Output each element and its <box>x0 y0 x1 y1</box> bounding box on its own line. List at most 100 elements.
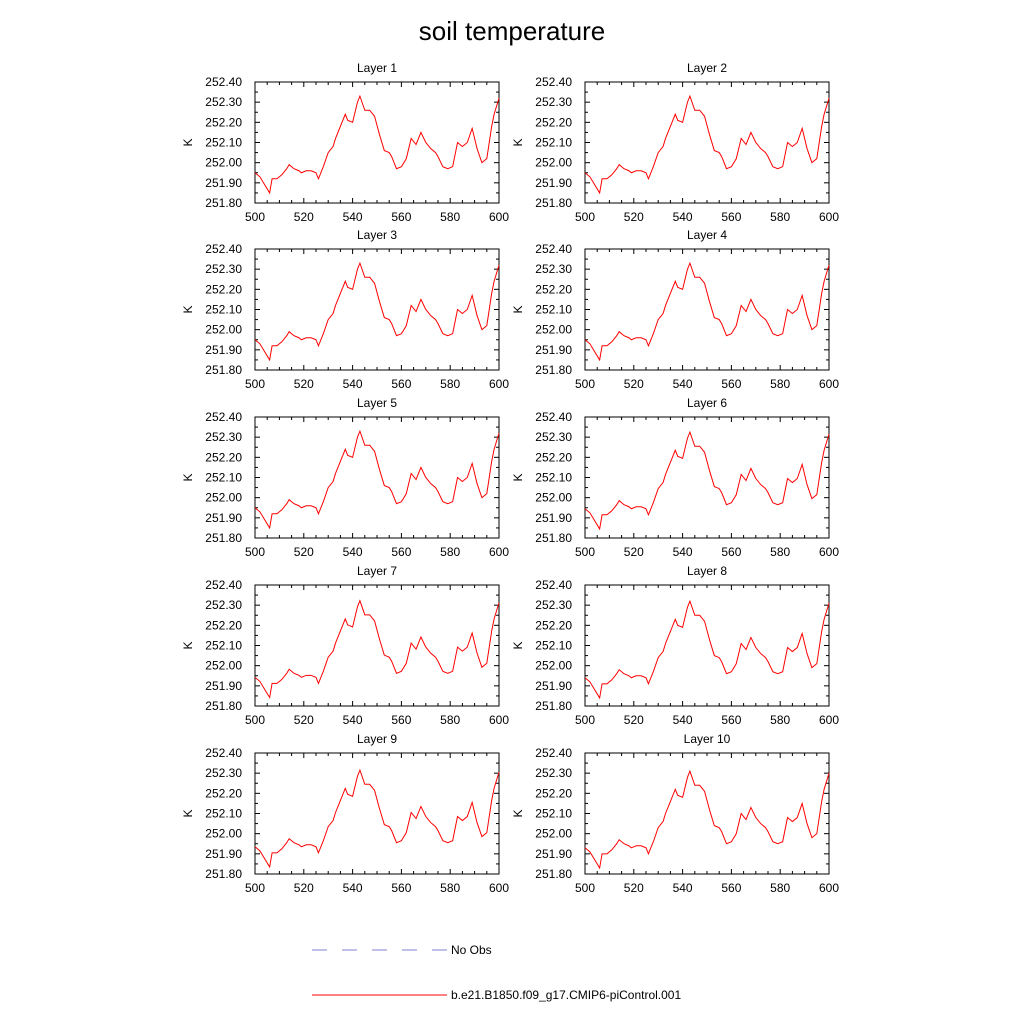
y-tick-label: 252.40 <box>205 410 242 424</box>
x-tick-label: 580 <box>440 881 460 895</box>
x-tick-label: 520 <box>294 881 314 895</box>
x-tick-label: 520 <box>294 377 314 391</box>
series-line-model <box>254 429 500 530</box>
x-tick-label: 540 <box>343 545 363 559</box>
y-axis-label: K <box>181 138 195 146</box>
panel-title: Layer 1 <box>357 61 397 75</box>
panel-4: Layer 4 K 500 520 540 560 580 600 251.80 251.90 25… <box>511 228 839 391</box>
x-tick-label: 520 <box>294 545 314 559</box>
panel-frame <box>584 416 830 539</box>
series-line-model <box>584 769 830 870</box>
y-axis-label: K <box>181 473 195 481</box>
series-line-model <box>254 94 500 195</box>
y-tick-label: 252.30 <box>535 95 572 109</box>
y-axis-label: K <box>511 809 525 817</box>
panel-3: Layer 3 K 500 520 540 560 580 600 251.80 251.90 25… <box>181 228 509 391</box>
x-tick-label: 600 <box>819 545 839 559</box>
panel-frame <box>254 416 500 539</box>
y-tick-label: 251.90 <box>535 343 572 357</box>
panel-grid: Layer 1 K 500 520 540 560 580 600 251.80 251.90 25… <box>181 61 839 895</box>
y-tick-label: 252.20 <box>205 115 242 129</box>
x-tick-label: 520 <box>624 881 644 895</box>
y-tick-label: 251.90 <box>535 679 572 693</box>
series-line-model <box>254 261 500 362</box>
panel-9: Layer 9 K 500 520 540 560 580 600 251.80 251.90 25… <box>181 732 509 895</box>
y-tick-label: 252.00 <box>205 323 242 337</box>
y-tick-label: 251.80 <box>535 363 572 377</box>
y-tick-label: 251.90 <box>205 511 242 525</box>
y-tick-label: 252.00 <box>205 827 242 841</box>
panel-title: Layer 3 <box>357 228 397 242</box>
y-tick-label: 251.80 <box>535 699 572 713</box>
x-tick-label: 580 <box>440 713 460 727</box>
panel-frame <box>254 81 500 204</box>
y-tick-label: 251.80 <box>535 196 572 210</box>
x-tick-label: 540 <box>673 881 693 895</box>
y-tick-label: 252.40 <box>205 578 242 592</box>
figure-title: soil temperature <box>419 16 605 46</box>
panel-frame <box>584 248 830 371</box>
y-tick-label: 252.40 <box>535 578 572 592</box>
x-tick-label: 600 <box>489 377 509 391</box>
y-tick-label: 251.90 <box>535 847 572 861</box>
y-tick-label: 252.00 <box>205 491 242 505</box>
x-tick-label: 520 <box>624 377 644 391</box>
x-tick-label: 580 <box>770 210 790 224</box>
y-tick-label: 252.30 <box>205 262 242 276</box>
y-tick-label: 252.00 <box>535 323 572 337</box>
y-tick-label: 252.20 <box>205 450 242 464</box>
x-tick-label: 600 <box>489 210 509 224</box>
y-tick-label: 252.30 <box>535 598 572 612</box>
x-tick-label: 580 <box>770 545 790 559</box>
y-tick-label: 252.30 <box>535 766 572 780</box>
y-tick-label: 252.20 <box>205 282 242 296</box>
x-tick-label: 560 <box>721 713 741 727</box>
x-tick-label: 500 <box>245 713 265 727</box>
series-line-model <box>584 94 830 195</box>
panel-title: Layer 10 <box>684 732 731 746</box>
x-tick-label: 580 <box>440 545 460 559</box>
panel-frame <box>584 81 830 204</box>
panel-1: Layer 1 K 500 520 540 560 580 600 251.80 251.90 25… <box>181 61 509 224</box>
x-tick-label: 540 <box>343 713 363 727</box>
panel-8: Layer 8 K 500 520 540 560 580 600 251.80 251.90 25… <box>511 564 839 727</box>
x-tick-label: 540 <box>673 545 693 559</box>
y-axis-label: K <box>181 305 195 313</box>
x-tick-label: 500 <box>575 545 595 559</box>
x-tick-label: 500 <box>245 881 265 895</box>
x-tick-label: 520 <box>624 713 644 727</box>
y-tick-label: 252.30 <box>205 430 242 444</box>
x-tick-label: 540 <box>673 713 693 727</box>
y-tick-label: 251.80 <box>205 196 242 210</box>
y-tick-label: 252.10 <box>535 471 572 485</box>
x-tick-label: 560 <box>391 377 411 391</box>
legend-label-model: b.e21.B1850.f09_g17.CMIP6-piControl.001 <box>451 988 681 1002</box>
x-tick-label: 580 <box>440 377 460 391</box>
y-tick-label: 251.90 <box>205 176 242 190</box>
y-tick-label: 252.00 <box>535 659 572 673</box>
x-tick-label: 600 <box>489 713 509 727</box>
series-line-model <box>584 261 830 362</box>
x-tick-label: 500 <box>245 210 265 224</box>
y-tick-label: 251.90 <box>205 847 242 861</box>
y-axis-label: K <box>511 641 525 649</box>
panel-title: Layer 9 <box>357 732 397 746</box>
series-line-model <box>584 430 830 531</box>
y-tick-label: 252.30 <box>205 766 242 780</box>
panel-title: Layer 8 <box>687 564 727 578</box>
y-tick-label: 252.00 <box>535 827 572 841</box>
y-tick-label: 252.20 <box>205 786 242 800</box>
y-tick-label: 252.10 <box>535 136 572 150</box>
x-tick-label: 500 <box>575 377 595 391</box>
y-tick-label: 252.30 <box>535 430 572 444</box>
x-tick-label: 600 <box>819 377 839 391</box>
panel-frame <box>584 752 830 875</box>
series-line-model <box>584 599 830 700</box>
x-tick-label: 500 <box>575 713 595 727</box>
y-tick-label: 251.80 <box>205 363 242 377</box>
y-tick-label: 252.00 <box>205 659 242 673</box>
y-tick-label: 252.30 <box>205 95 242 109</box>
y-tick-label: 251.80 <box>205 699 242 713</box>
panel-5: Layer 5 K 500 520 540 560 580 600 251.80 251.90 25… <box>181 396 509 559</box>
panel-7: Layer 7 K 500 520 540 560 580 600 251.80 251.90 25… <box>181 564 509 727</box>
